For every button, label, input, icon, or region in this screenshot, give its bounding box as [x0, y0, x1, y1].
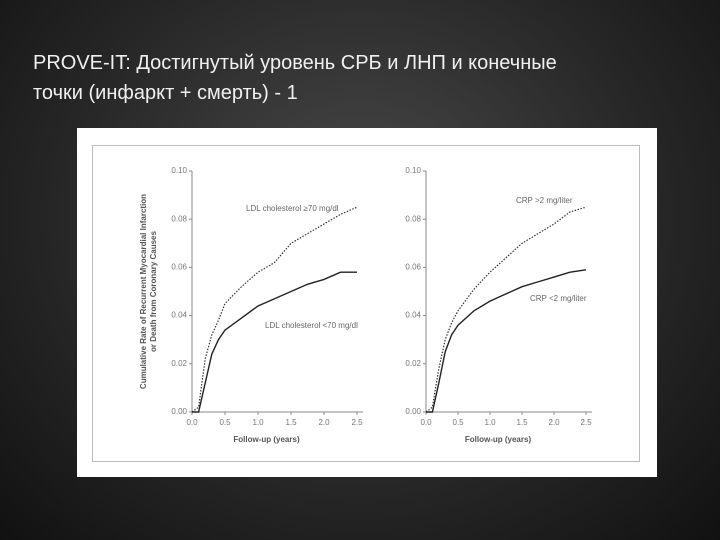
y-tick-label: 0.02 [171, 359, 187, 368]
y-tick-label: 0.04 [171, 311, 187, 320]
x-tick-label: 1.5 [285, 418, 297, 427]
y-tick-label: 0.06 [171, 263, 187, 272]
y-tick-label: 0.10 [171, 166, 187, 175]
x-axis-label: Follow-up (years) [233, 435, 300, 444]
y-tick-label: 0.02 [405, 359, 421, 368]
y-tick-label: 0.04 [405, 311, 421, 320]
x-tick-label: 2.0 [548, 418, 560, 427]
y-tick-label: 0.08 [405, 214, 421, 223]
series-line [425, 206, 587, 413]
y-axis-label: or Death from Coronary Causes [149, 230, 158, 351]
series-line [192, 271, 357, 413]
y-tick-label: 0.00 [171, 407, 187, 416]
series-label: CRP >2 mg/liter [516, 196, 573, 205]
x-tick-label: 2.0 [318, 418, 330, 427]
series-label: LDL cholesterol ≥70 mg/dl [246, 204, 339, 213]
x-tick-label: 0.5 [452, 418, 464, 427]
x-tick-label: 0.5 [219, 418, 231, 427]
slide-title: точки (инфаркт + смерть) - 1 [33, 82, 298, 104]
y-tick-label: 0.08 [171, 214, 187, 223]
y-axis-label: Cumulative Rate of Recurrent Myocardial … [139, 194, 148, 389]
x-tick-label: 2.5 [580, 418, 592, 427]
x-axis-label: Follow-up (years) [465, 435, 532, 444]
x-tick-label: 1.0 [484, 418, 496, 427]
x-tick-label: 2.5 [351, 418, 363, 427]
x-tick-label: 1.0 [252, 418, 264, 427]
y-tick-label: 0.06 [405, 263, 421, 272]
y-tick-label: 0.00 [405, 407, 421, 416]
x-tick-label: 1.5 [516, 418, 528, 427]
x-tick-label: 0.0 [420, 418, 432, 427]
slide-title: PROVE-IT: Достигнутый уровень СРБ и ЛНП … [33, 52, 557, 74]
series-label: CRP <2 mg/liter [530, 294, 587, 303]
figure-panel [77, 128, 657, 477]
y-tick-label: 0.10 [405, 166, 421, 175]
series-label: LDL cholesterol <70 mg/dl [265, 321, 358, 330]
series-line [426, 269, 587, 413]
x-tick-label: 0.0 [186, 418, 198, 427]
series-line [191, 206, 358, 413]
figure-frame [92, 145, 640, 462]
